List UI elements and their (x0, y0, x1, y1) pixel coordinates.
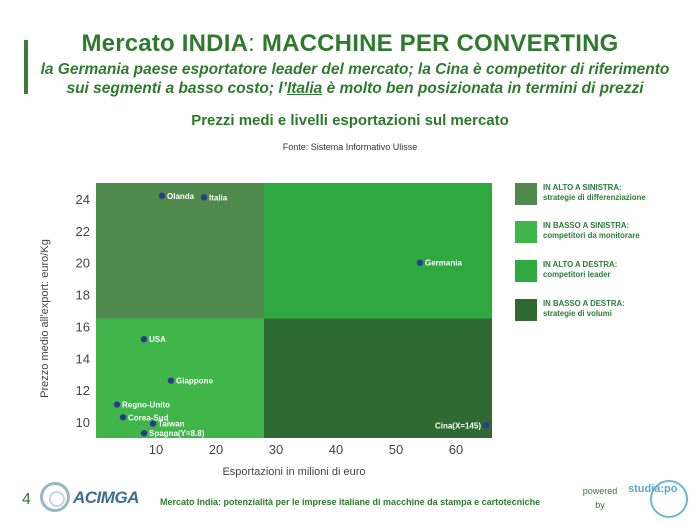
x-axis-label: Esportazioni in milioni di euro (222, 466, 365, 478)
legend-label: IN BASSO A DESTRA: strategie di volumi (543, 299, 625, 318)
y-tick-label: 14 (76, 351, 90, 366)
chart-title: Prezzi medi e livelli esportazioni sul m… (191, 112, 509, 129)
data-point (200, 194, 208, 201)
quadrant-top-left (96, 183, 264, 319)
y-tick-label: 24 (76, 192, 90, 207)
data-point (149, 420, 157, 427)
subtitle-line-1: la Germania paese esportatore leader del… (40, 61, 670, 78)
data-point (482, 422, 490, 429)
data-label: Germania (425, 259, 462, 268)
x-tick-label: 50 (389, 442, 403, 457)
legend-label: IN ALTO A SINISTRA: strategie di differen… (543, 183, 646, 202)
powered-by: powered by (582, 486, 618, 510)
y-tick-label: 10 (76, 415, 90, 430)
page-subtitle: la Germania paese esportatore leader del… (30, 60, 680, 98)
data-point (113, 401, 121, 408)
x-tick-label: 10 (149, 442, 163, 457)
y-tick-label: 16 (76, 319, 90, 334)
subtitle-line-2: sui segmenti a basso costo; l’Italia è m… (66, 80, 644, 97)
data-label: Taiwan (158, 420, 185, 429)
quadrant-top-right (264, 183, 492, 319)
quadrant-bottom-right (264, 318, 492, 438)
page-title: Mercato INDIA: MACCHINE PER CONVERTING (81, 30, 619, 57)
studiapo-logo: studia:po (628, 483, 678, 495)
data-label: Cina(X=145) (435, 421, 481, 430)
x-tick-label: 60 (449, 442, 463, 457)
footer-text: Mercato India: potenzialità per le impre… (160, 497, 541, 507)
legend-label: IN ALTO A DESTRA: competitori leader (543, 260, 618, 279)
source-note: Fonte: Sistema Informativo Ulisse (282, 142, 418, 152)
data-point (416, 259, 424, 266)
data-label: Regno-Unito (122, 401, 170, 410)
data-point (140, 335, 148, 343)
data-point (119, 414, 127, 421)
x-tick-label: 30 (269, 442, 283, 457)
x-tick-label: 20 (209, 442, 223, 457)
y-tick-label: 20 (76, 256, 90, 271)
data-label: Spagna(Y=8.8) (149, 429, 205, 438)
data-label: Italia (209, 193, 228, 202)
acimga-logo: ACIMGA (73, 488, 139, 507)
accent-bar (24, 40, 28, 94)
legend-swatch (515, 299, 537, 321)
y-tick-label: 18 (76, 288, 90, 303)
data-label: Giappone (176, 377, 213, 386)
acimga-logo-icon (40, 482, 70, 512)
legend-swatch (515, 183, 537, 205)
y-axis-label: Prezzo medio all'export: euro/Kg (39, 239, 51, 398)
studiapo-logo-icon (650, 480, 688, 518)
legend-swatch (515, 260, 537, 282)
legend-swatch (515, 221, 537, 243)
x-tick-label: 40 (329, 442, 343, 457)
y-tick-label: 12 (76, 383, 90, 398)
page-number: 4 (22, 491, 31, 508)
data-point (158, 192, 166, 199)
data-label: USA (149, 335, 166, 344)
data-label: Olanda (167, 192, 195, 201)
legend-label: IN BASSO A SINISTRA: competitori da monit… (543, 221, 640, 240)
data-label: Corea-Sud (128, 413, 169, 422)
data-point (167, 377, 175, 384)
y-tick-label: 22 (76, 224, 90, 239)
data-point (140, 430, 148, 437)
